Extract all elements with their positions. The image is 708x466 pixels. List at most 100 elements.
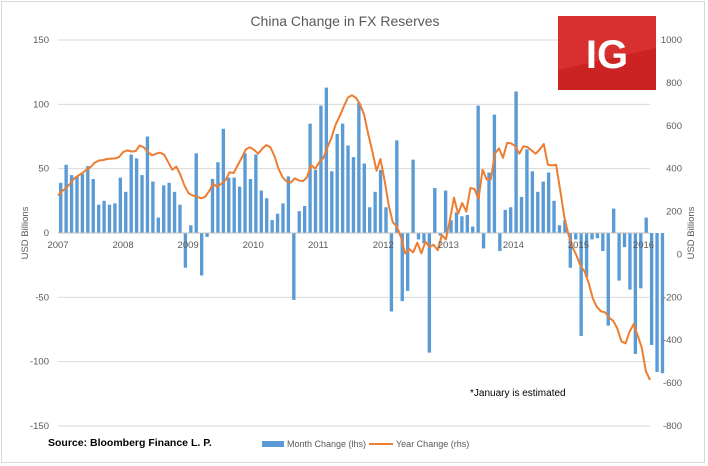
- bar: [275, 213, 280, 233]
- y2-tick-label: -200: [663, 292, 682, 303]
- x-axis-ticks: 2007 2008 2009 2010 2011 2012 2013 2014 2015 2016: [47, 240, 654, 251]
- bar: [167, 182, 171, 233]
- bar: [530, 171, 535, 233]
- y-tick-label: 150: [33, 35, 49, 46]
- x-tick-label: 2008: [112, 240, 133, 251]
- bar: [199, 233, 204, 276]
- bar: [113, 203, 117, 233]
- bar: [156, 217, 160, 233]
- y2-tick-label: 600: [666, 121, 682, 132]
- bar: [340, 123, 345, 233]
- bar: [151, 181, 155, 233]
- y-tick-label: 0: [44, 228, 49, 239]
- bar: [601, 233, 605, 252]
- bar: [259, 190, 263, 233]
- bar: [162, 185, 166, 233]
- bar: [584, 233, 589, 277]
- bar: [519, 196, 524, 233]
- bar: [503, 209, 507, 233]
- bar: [172, 191, 177, 233]
- bar: [102, 200, 106, 233]
- right-axis-ticks: 1000 800 600 400 200 0 -200 -400 -600 -800: [661, 35, 682, 432]
- y2-tick-label: 400: [666, 164, 682, 175]
- legend-label-month-change: Month Change (lhs): [287, 439, 366, 449]
- bar: [145, 136, 150, 233]
- bar: [75, 176, 79, 233]
- y-tick-label: -150: [30, 421, 49, 432]
- bar: [655, 233, 659, 372]
- bar: [617, 233, 621, 281]
- bar: [649, 233, 654, 345]
- right-axis-title: USD Billions: [686, 206, 697, 259]
- source-label: Source: Bloomberg Finance L. P.: [48, 437, 212, 449]
- y2-tick-label: 1000: [661, 35, 682, 46]
- bar: [552, 200, 556, 233]
- bar: [492, 114, 497, 233]
- bar: [433, 187, 437, 233]
- bar: [69, 175, 74, 233]
- line-series-year-change: [57, 94, 651, 381]
- y-tick-label: 100: [33, 99, 49, 110]
- bar: [286, 176, 291, 233]
- bar: [118, 177, 123, 233]
- bar: [395, 140, 399, 233]
- bar: [373, 191, 377, 233]
- bar: [205, 233, 209, 237]
- bar: [508, 207, 513, 233]
- bar: [308, 123, 312, 233]
- bar: [481, 233, 486, 249]
- logo-shine: [558, 16, 656, 70]
- bar: [270, 220, 274, 233]
- bar: [471, 226, 475, 233]
- bar: [611, 208, 616, 233]
- bar: [313, 169, 318, 233]
- chart-title: China Change in FX Reserves: [250, 13, 439, 29]
- y2-tick-label: -600: [663, 378, 682, 389]
- bar: [622, 233, 627, 248]
- bar: [633, 233, 638, 354]
- bar: [189, 225, 193, 233]
- x-tick-label: 2010: [243, 240, 264, 251]
- bar: [443, 190, 448, 233]
- bar: [351, 157, 356, 233]
- bar: [330, 171, 334, 233]
- bar: [568, 233, 572, 268]
- bar: [639, 233, 643, 289]
- bar: [134, 158, 139, 233]
- x-tick-label: 2015: [568, 240, 589, 251]
- bar: [297, 211, 301, 233]
- bar: [254, 154, 258, 233]
- y-tick-label: -100: [30, 357, 49, 368]
- bar: [449, 220, 453, 233]
- bar: [438, 233, 442, 236]
- bar: [248, 178, 253, 233]
- bar: [411, 159, 415, 233]
- bar: [292, 233, 296, 300]
- bar: [232, 177, 236, 233]
- y2-tick-label: 0: [677, 249, 682, 260]
- bar-series-month-change: [59, 87, 665, 374]
- bar: [536, 191, 540, 233]
- series-line: [57, 94, 651, 381]
- bar: [460, 216, 464, 233]
- bar: [384, 207, 388, 233]
- bar: [140, 175, 144, 233]
- y-tick-label: 50: [38, 164, 49, 175]
- bar: [606, 233, 610, 326]
- bar: [357, 103, 361, 234]
- x-tick-label: 2013: [438, 240, 459, 251]
- bar: [346, 145, 350, 233]
- bar: [541, 181, 545, 233]
- bar: [557, 225, 562, 233]
- legend-swatch-month-change: [262, 441, 284, 447]
- bar: [178, 204, 182, 233]
- logo-text: IG: [586, 33, 628, 77]
- x-tick-label: 2016: [633, 240, 654, 251]
- bar: [595, 233, 600, 239]
- bar: [590, 233, 594, 240]
- bar: [427, 233, 432, 353]
- estimate-note: *January is estimated: [470, 388, 566, 399]
- bar: [335, 133, 339, 233]
- bar: [194, 153, 198, 233]
- bar: [96, 204, 101, 233]
